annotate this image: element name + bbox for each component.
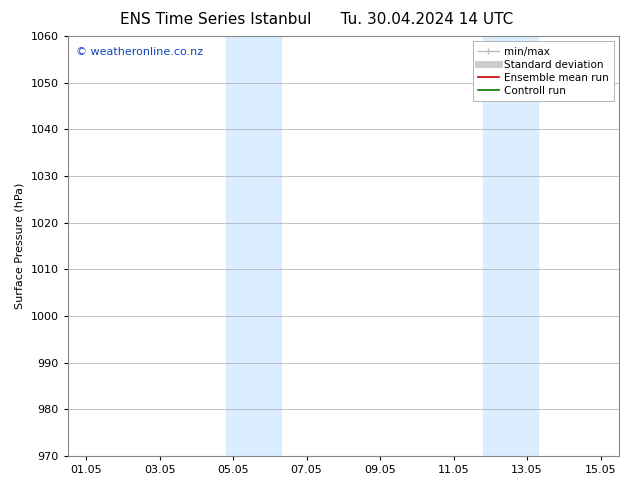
Legend: min/max, Standard deviation, Ensemble mean run, Controll run: min/max, Standard deviation, Ensemble me… xyxy=(472,41,614,101)
Text: © weatheronline.co.nz: © weatheronline.co.nz xyxy=(76,47,203,57)
Y-axis label: Surface Pressure (hPa): Surface Pressure (hPa) xyxy=(15,183,25,309)
Bar xyxy=(226,36,281,456)
Text: ENS Time Series Istanbul      Tu. 30.04.2024 14 UTC: ENS Time Series Istanbul Tu. 30.04.2024 … xyxy=(120,12,514,27)
Bar xyxy=(483,36,538,456)
